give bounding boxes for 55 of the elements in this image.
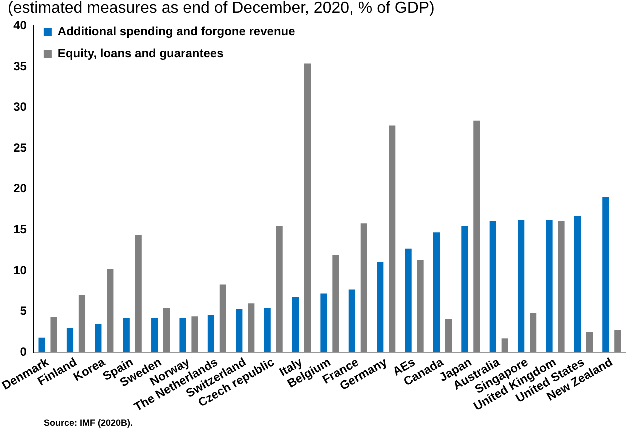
bar [78, 295, 86, 353]
bar [433, 232, 440, 353]
y-tick-label: 0 [20, 344, 28, 359]
bar [502, 338, 508, 353]
y-tick-label: 10 [14, 263, 28, 278]
bar [490, 221, 496, 353]
legend-label: Equity, loans and guarantees [58, 46, 224, 60]
y-tick-label: 25 [14, 140, 28, 155]
bar [389, 126, 396, 353]
bar [474, 120, 480, 353]
bar [220, 284, 226, 353]
bar [50, 317, 58, 353]
bar [614, 330, 622, 353]
bar [348, 290, 356, 353]
bar [107, 269, 114, 353]
bar [320, 294, 328, 353]
legend-label: Additional spending and forgone revenue [58, 24, 296, 38]
bar [66, 328, 74, 353]
bar [546, 220, 553, 353]
bar [164, 308, 170, 353]
bar [152, 318, 158, 353]
y-tick-label: 40 [14, 18, 28, 33]
bar [377, 262, 384, 353]
bar [417, 260, 424, 353]
bar [332, 255, 340, 353]
bar [38, 338, 46, 353]
bar [304, 64, 312, 353]
bar [264, 308, 271, 353]
source-note: Source: IMF (2020B). [44, 418, 134, 428]
bar [360, 224, 368, 353]
bar [574, 216, 582, 353]
bar [462, 226, 468, 353]
bar [236, 309, 243, 353]
bar [518, 220, 525, 353]
bar [586, 332, 593, 353]
bar [208, 314, 214, 353]
y-tick-label: 30 [14, 100, 28, 114]
bar [445, 319, 452, 353]
bar [95, 324, 102, 353]
y-tick-label: 35 [14, 59, 28, 74]
chart-title: (estimated measures as end of December, 2020, % of GDP) [8, 0, 435, 18]
bar [530, 313, 537, 353]
y-tick-label: 20 [14, 182, 28, 196]
y-tick-label: 5 [20, 304, 28, 318]
bar [558, 221, 565, 353]
bar [123, 318, 130, 353]
y-tick-label: 15 [14, 222, 28, 236]
bar [405, 248, 412, 353]
bar [602, 198, 610, 353]
bar [276, 226, 283, 353]
bar [248, 304, 255, 353]
bar [180, 318, 186, 353]
bar [135, 235, 142, 353]
bar [292, 297, 300, 353]
bar [192, 316, 198, 353]
